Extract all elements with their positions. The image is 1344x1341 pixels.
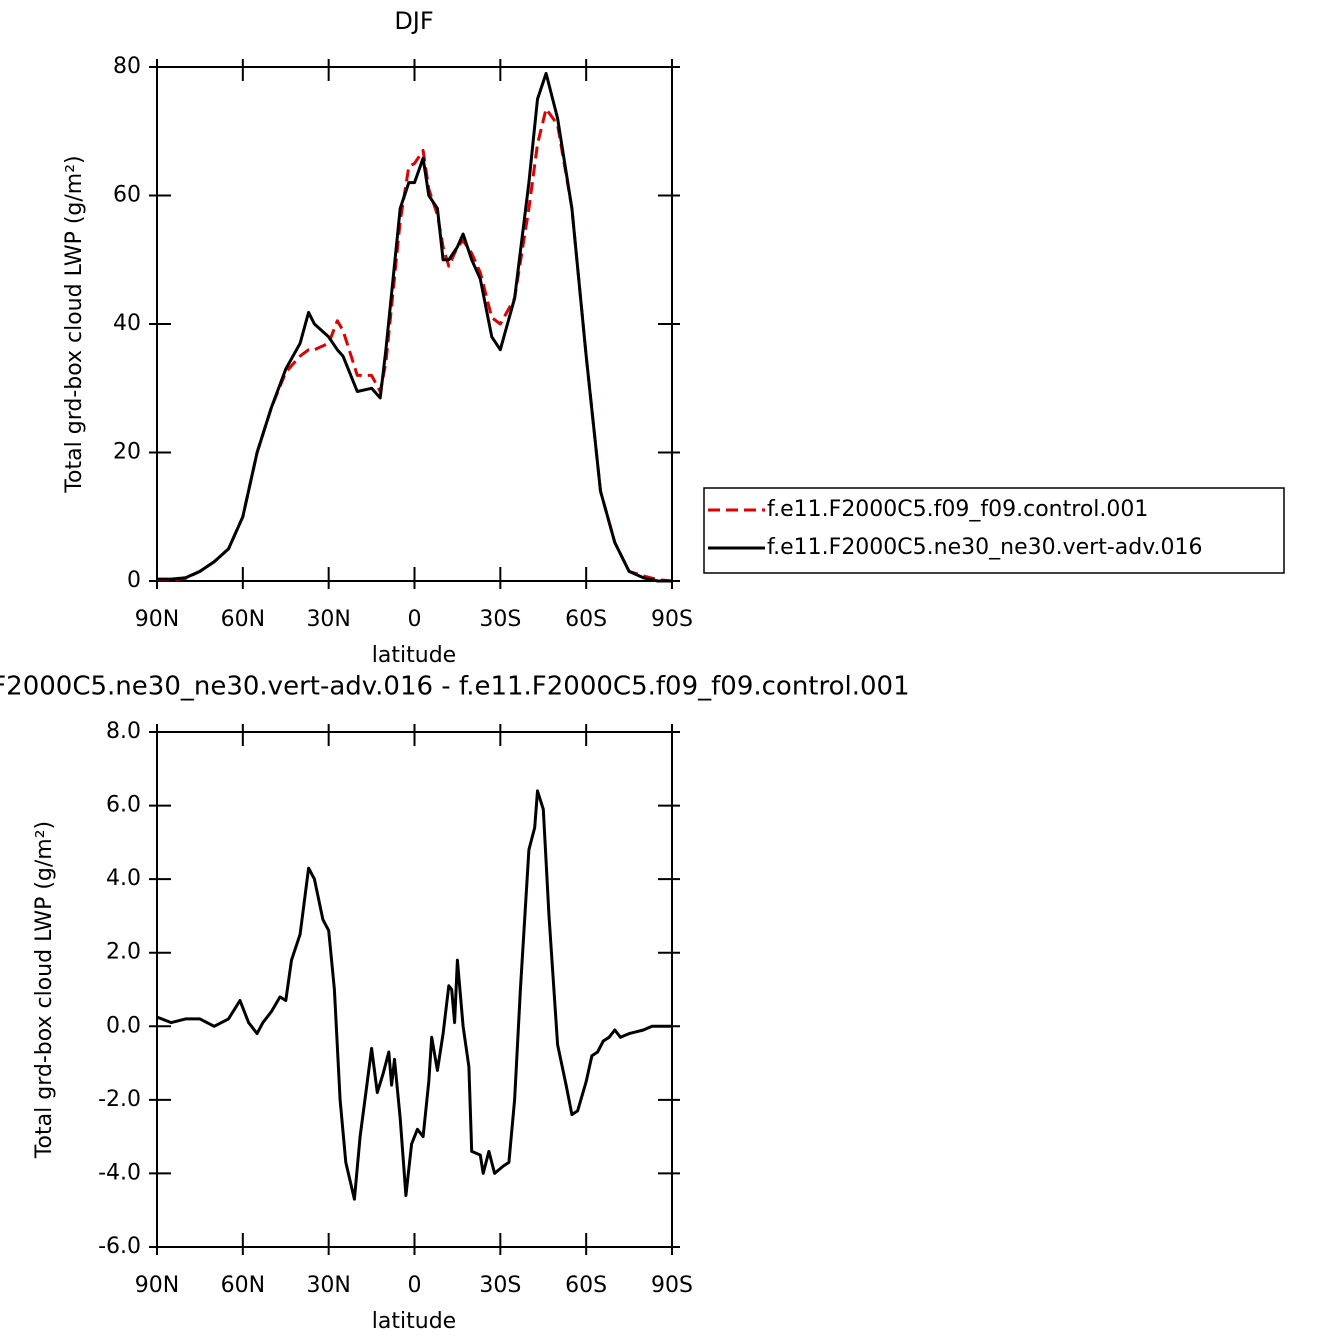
- x-tick-label: 30S: [479, 1273, 521, 1298]
- data-line: [157, 71, 672, 583]
- y-tick-label: 0: [127, 568, 141, 593]
- y-tick-label: -4.0: [98, 1160, 141, 1185]
- x-tick-label: 30S: [479, 607, 521, 632]
- y-tick-label: -2.0: [98, 1087, 141, 1112]
- x-axis-label: latitude: [372, 1309, 456, 1334]
- y-tick-label: 20: [113, 440, 141, 465]
- x-tick-label: 90S: [651, 607, 693, 632]
- x-tick-label: 90N: [135, 1273, 179, 1298]
- legend-box: [703, 487, 1285, 574]
- data-line: [156, 789, 672, 1201]
- y-tick-label: 80: [113, 54, 141, 79]
- y-tick-label: 2.0: [106, 940, 141, 965]
- x-tick-label: 90N: [135, 607, 179, 632]
- y-tick-label: -6.0: [98, 1234, 141, 1259]
- x-axis-label: latitude: [372, 643, 456, 668]
- y-tick-label: 4.0: [106, 866, 141, 891]
- chart-title: f.e11.F2000C5.ne30_ne30.vert-adv.016 - f…: [0, 672, 910, 702]
- x-tick-label: 0: [408, 607, 422, 632]
- y-tick-label: 0.0: [106, 1013, 141, 1038]
- legend-label: f.e11.F2000C5.f09_f09.control.001: [767, 497, 1148, 522]
- legend-label: f.e11.F2000C5.ne30_ne30.vert-adv.016: [767, 535, 1203, 560]
- x-tick-label: 30N: [306, 1273, 350, 1298]
- x-tick-label: 60N: [221, 607, 265, 632]
- x-tick-label: 60S: [565, 1273, 607, 1298]
- y-axis-label: Total grd-box cloud LWP (g/m²): [62, 155, 87, 493]
- y-tick-label: 8.0: [106, 719, 141, 744]
- x-tick-label: 90S: [651, 1273, 693, 1298]
- plot-frame: [156, 731, 673, 1248]
- y-axis-label: Total grd-box cloud LWP (g/m²): [32, 821, 57, 1159]
- x-tick-label: 30N: [306, 607, 350, 632]
- y-tick-label: 60: [113, 183, 141, 208]
- x-tick-label: 0: [408, 1273, 422, 1298]
- x-tick-label: 60S: [565, 607, 607, 632]
- y-tick-label: 6.0: [106, 793, 141, 818]
- chart-title: DJF: [394, 7, 433, 35]
- x-tick-label: 60N: [221, 1273, 265, 1298]
- plot-frame: [156, 66, 673, 582]
- y-tick-label: 40: [113, 311, 141, 336]
